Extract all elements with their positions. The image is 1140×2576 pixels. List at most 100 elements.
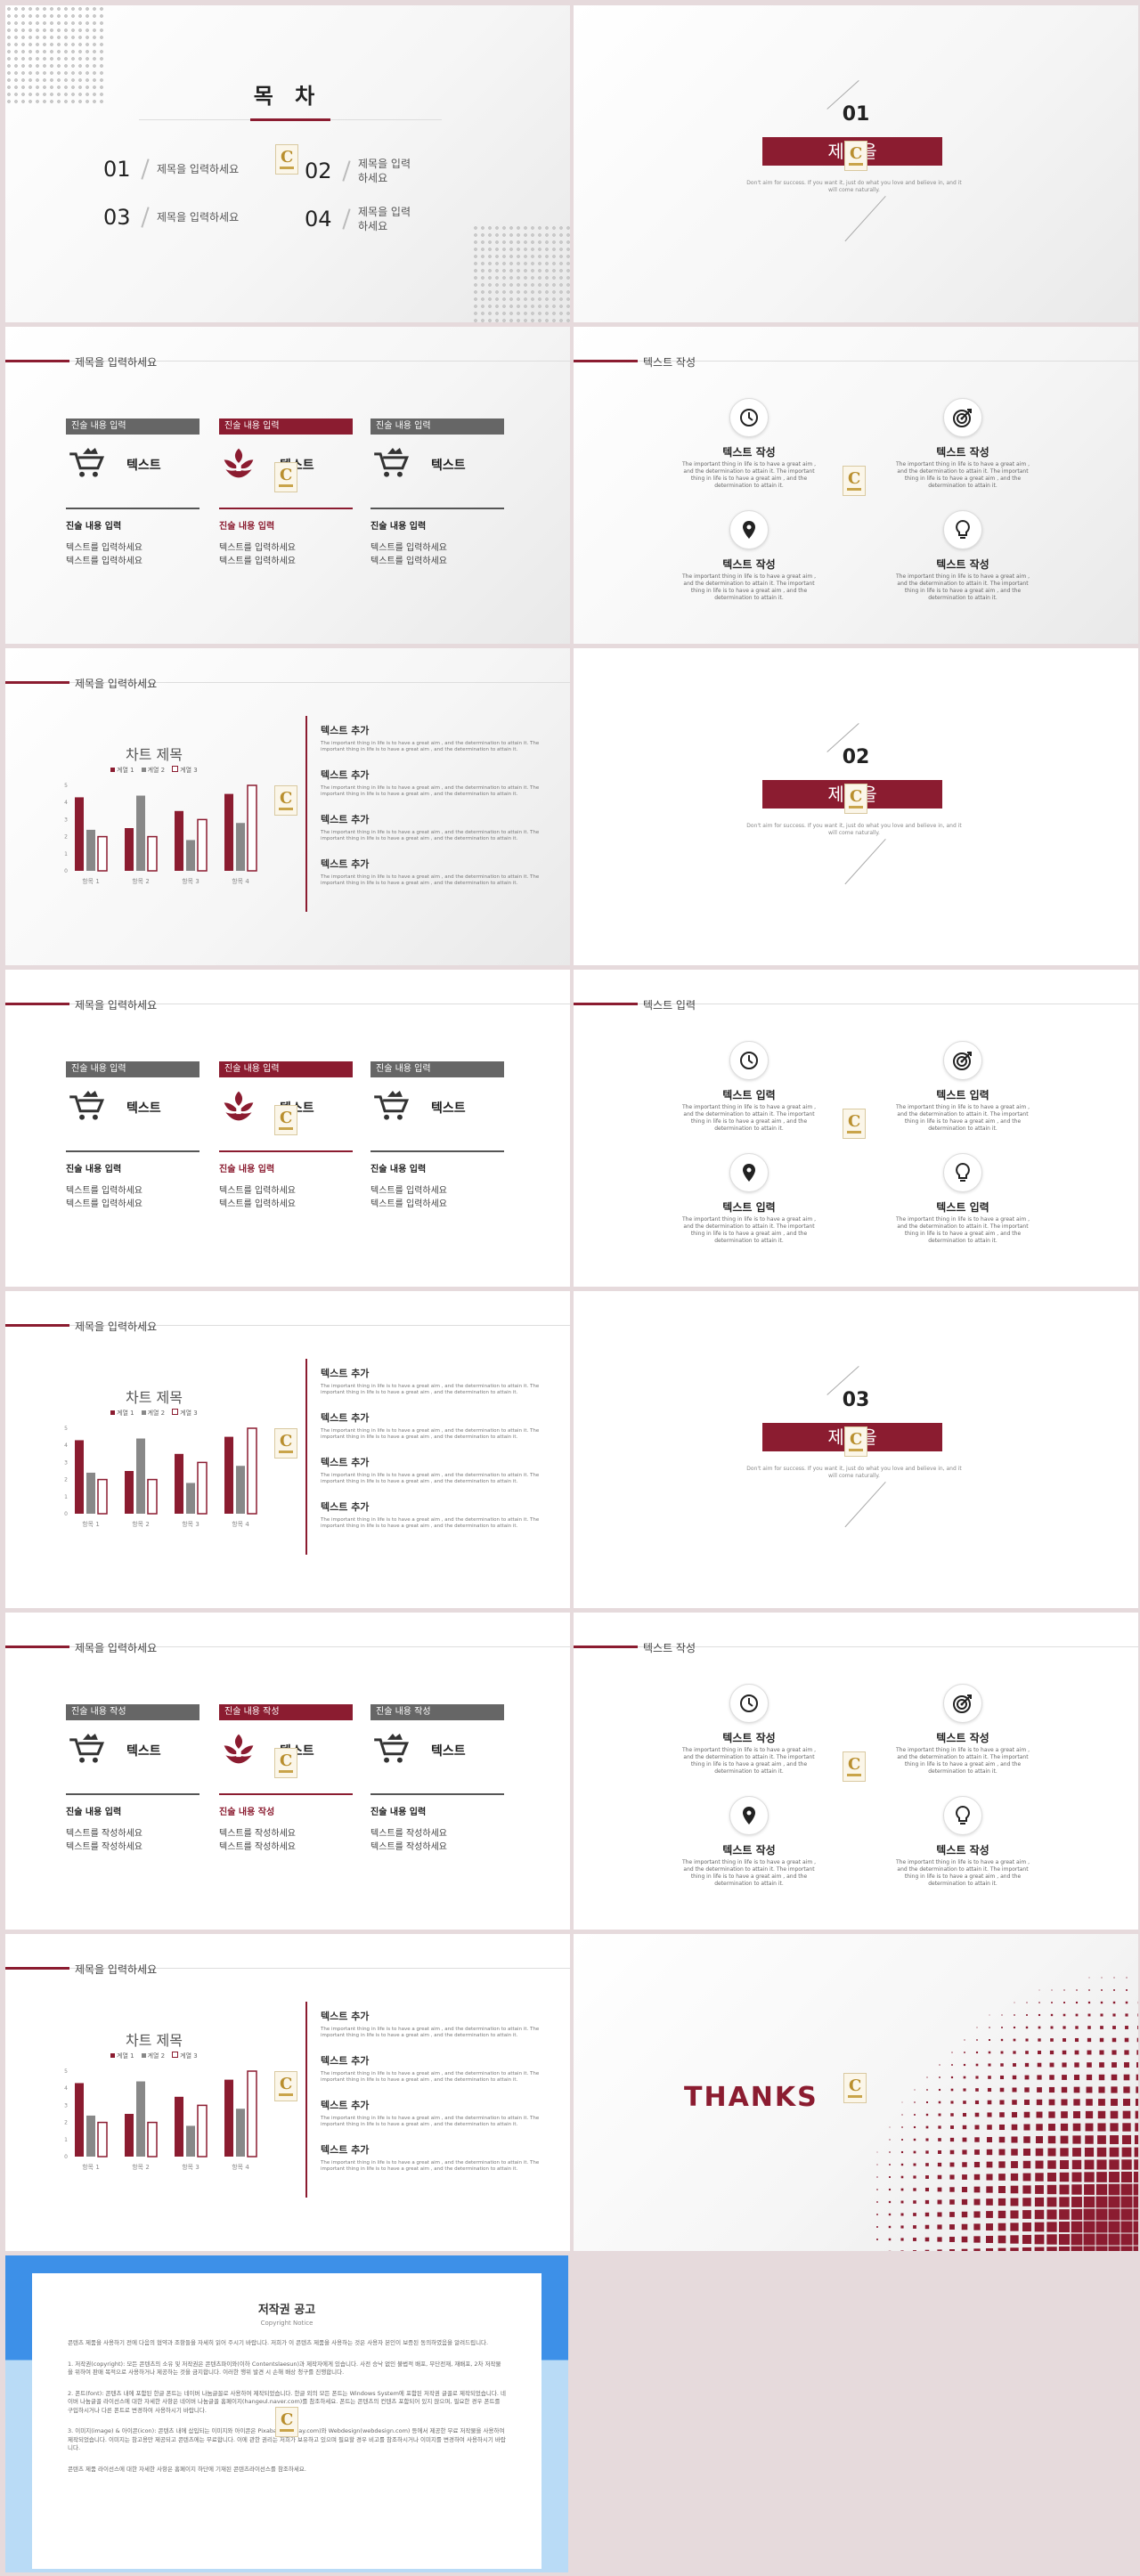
feature-card[interactable]: 진술 내용 작성 텍스트 진술 내용 입력 텍스트를 작성하세요 텍스트를 작성하세요 — [370, 1704, 504, 1852]
bar — [224, 2079, 233, 2157]
toc-item[interactable]: 02 제목을 입력하세요 — [305, 157, 420, 185]
x-tick-label: 항목 3 — [182, 2163, 200, 2171]
y-tick-label: 4 — [64, 1442, 68, 1449]
text-block: 텍스트 추가 The important thing in life is to … — [321, 2009, 561, 2039]
icon-block[interactable]: 텍스트 작성 The important thing in life is to … — [682, 398, 816, 490]
icon-block-text: The important thing in life is to have a… — [682, 1859, 816, 1887]
y-tick-label: 3 — [64, 817, 68, 823]
toc-item[interactable]: 01 제목을 입력하세요 — [103, 157, 239, 182]
header-accent — [574, 1003, 638, 1005]
icon-block[interactable]: 텍스트 입력 The important thing in life is to … — [896, 1041, 1030, 1133]
toc-number: 02 — [305, 158, 332, 183]
feature-card[interactable]: 진술 내용 작성 텍스트 진술 내용 입력 텍스트를 작성하세요 텍스트를 작성하세요 — [66, 1704, 200, 1852]
header-title: 제목을 입력하세요 — [75, 999, 158, 1012]
icon-block-title: 텍스트 입력 — [722, 1089, 776, 1101]
card-rule — [370, 508, 504, 509]
bar — [125, 828, 134, 871]
copyright-slide[interactable]: 저작권 공고 Copyright Notice 콘텐츠 제품을 사용하기 전에 … — [5, 2255, 568, 2572]
logo-icon — [274, 1105, 297, 1135]
y-tick-label: 1 — [64, 851, 68, 857]
slide-chart[interactable]: 제목을 입력하세요 차트 제목 계열 1 계열 2 계열 3 0 1 2 3 4 5 항목 1 항목 2… — [5, 1934, 570, 2251]
text-block-body: The important thing in life is to have a… — [321, 785, 540, 797]
bar — [236, 2109, 245, 2157]
text-block: 텍스트 추가 The important thing in life is to … — [321, 1455, 561, 1485]
slide-icons[interactable]: 텍스트 작성 텍스트 작성 The important thing in life … — [574, 327, 1138, 644]
icon-block[interactable]: 텍스트 작성 The important thing in life is to … — [682, 1684, 816, 1776]
bar — [186, 840, 195, 871]
slide-toc[interactable]: 목 차 01 제목을 입력하세요 02 제목을 입력하세요 03 제목을 입력하세요 04 제목… — [5, 5, 570, 322]
x-tick-label: 항목 3 — [182, 877, 200, 885]
icon-block-text: The important thing in life is to have a… — [896, 573, 1030, 601]
slide-cards[interactable]: 제목을 입력하세요 진술 내용 입력 텍스트 진술 내용 입력 텍스트를 입력하세요 텍… — [5, 327, 570, 644]
slide-icons[interactable]: 텍스트 입력 텍스트 입력 The important thing in life … — [574, 970, 1138, 1287]
text-block-body: The important thing in life is to have a… — [321, 1517, 540, 1529]
text-block-title: 텍스트 추가 — [321, 2100, 370, 2111]
card-tag: 진술 내용 작성 — [219, 1704, 353, 1720]
slide-section-01[interactable]: 01제목을Don't aim for success. If you want … — [574, 5, 1138, 322]
copyright-paragraph: 1. 저작권(copyright): 모든 콘텐츠의 소유 및 저작권은 콘텐츠… — [68, 2360, 501, 2377]
chart-legend: 계열 1 계열 2 계열 3 — [110, 766, 205, 775]
icon-block[interactable]: 텍스트 입력 The important thing in life is to … — [682, 1153, 816, 1245]
text-block-title: 텍스트 추가 — [321, 725, 370, 736]
slide-chart[interactable]: 제목을 입력하세요 차트 제목 계열 1 계열 2 계열 3 0 1 2 3 4 5 항목 1 항목 2… — [5, 1291, 570, 1608]
toc-item[interactable]: 03 제목을 입력하세요 — [103, 205, 239, 230]
y-tick-label: 4 — [64, 800, 68, 806]
text-block-title: 텍스트 추가 — [321, 1457, 370, 1468]
x-tick-label: 항목 2 — [132, 877, 150, 885]
slide-chart[interactable]: 제목을 입력하세요 차트 제목 계열 1 계열 2 계열 3 0 1 2 3 4 5 항목 1 항목 2… — [5, 648, 570, 965]
card-tag: 진술 내용 입력 — [370, 418, 504, 435]
bar — [236, 823, 245, 871]
card-rule — [66, 508, 200, 509]
bar — [197, 1461, 208, 1515]
icon-block-title: 텍스트 작성 — [936, 446, 989, 459]
bar — [86, 2115, 95, 2157]
icon-block[interactable]: 텍스트 작성 The important thing in life is to … — [682, 510, 816, 602]
bar — [175, 1453, 183, 1514]
legend-swatch — [141, 1410, 146, 1415]
logo-icon — [274, 1748, 297, 1778]
icon-block[interactable]: 텍스트 입력 The important thing in life is to … — [896, 1153, 1030, 1245]
section-number: 02 — [842, 746, 870, 768]
slide-thanks[interactable]: THANKS — [574, 1934, 1138, 2251]
section-subtitle: Don't aim for success. If you want it, j… — [746, 823, 962, 836]
location-pin-icon — [729, 1153, 769, 1192]
card-subtitle: 진술 내용 입력 — [66, 1165, 122, 1174]
card-body: 텍스트를 입력하세요 텍스트를 입력하세요 — [66, 1186, 142, 1209]
legend-swatch — [141, 2053, 146, 2058]
icon-block[interactable]: 텍스트 입력 The important thing in life is to … — [682, 1041, 816, 1133]
card-tag: 진술 내용 입력 — [219, 418, 353, 435]
slide-cards[interactable]: 제목을 입력하세요 진술 내용 작성 텍스트 진술 내용 입력 텍스트를 작성하세요 텍… — [5, 1613, 570, 1930]
icon-block[interactable]: 텍스트 작성 The important thing in life is to … — [896, 398, 1030, 490]
x-tick-label: 항목 2 — [132, 2163, 150, 2171]
target-icon — [943, 398, 982, 437]
icon-block[interactable]: 텍스트 작성 The important thing in life is to … — [682, 1796, 816, 1888]
slide-section-02[interactable]: 02제목을Don't aim for success. If you want … — [574, 648, 1138, 965]
card-body: 텍스트를 입력하세요 텍스트를 입력하세요 — [370, 543, 447, 566]
x-tick-label: 항목 4 — [232, 2163, 249, 2171]
icon-block[interactable]: 텍스트 작성 The important thing in life is to … — [896, 510, 1030, 602]
toc-item[interactable]: 04 제목을 입력하세요 — [305, 205, 420, 233]
icon-block[interactable]: 텍스트 작성 The important thing in life is to … — [896, 1796, 1030, 1888]
chart-title: 차트 제목 — [126, 1389, 183, 1406]
text-block-body: The important thing in life is to have a… — [321, 830, 540, 841]
section-subtitle: Don't aim for success. If you want it, j… — [746, 180, 962, 193]
card-body: 텍스트를 작성하세요 텍스트를 작성하세요 — [370, 1829, 447, 1852]
bar — [86, 829, 95, 871]
header-accent — [574, 360, 638, 362]
y-tick-label: 0 — [64, 2154, 68, 2160]
y-tick-label: 2 — [64, 834, 68, 841]
icon-block[interactable]: 텍스트 작성 The important thing in life is to … — [896, 1684, 1030, 1776]
slide-icons[interactable]: 텍스트 작성 텍스트 작성 The important thing in life … — [574, 1613, 1138, 1930]
text-block-body: The important thing in life is to have a… — [321, 1473, 540, 1484]
y-tick-label: 0 — [64, 868, 68, 874]
bar — [147, 1478, 158, 1515]
slide-section-03[interactable]: 03제목을Don't aim for success. If you want … — [574, 1291, 1138, 1608]
